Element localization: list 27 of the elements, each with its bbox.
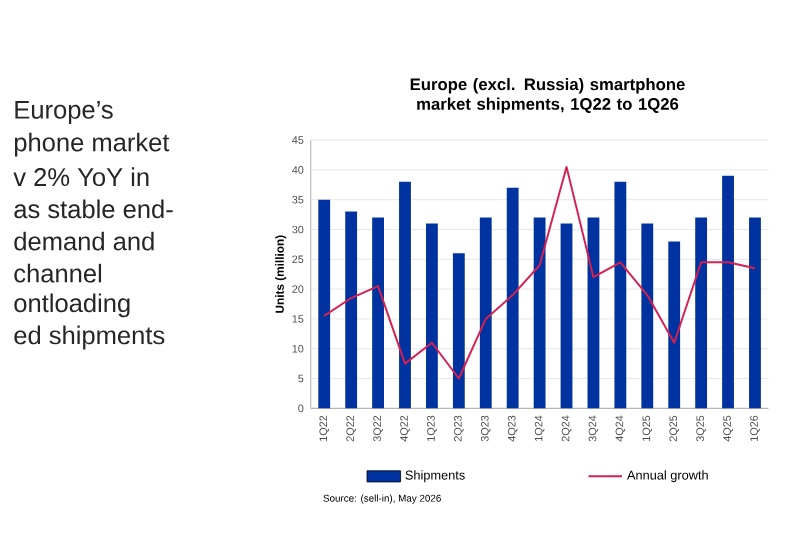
bar [318, 199, 331, 409]
text: ontloading [14, 293, 130, 318]
bar [399, 181, 411, 409]
bar [479, 217, 492, 409]
bar [587, 217, 600, 409]
text: phone market [14, 132, 170, 157]
bar [426, 223, 438, 409]
bar [560, 223, 573, 409]
bar [614, 181, 627, 409]
text: Europe’s [15, 100, 113, 124]
text: channel [14, 263, 102, 283]
bar [695, 217, 708, 409]
bar [749, 217, 761, 409]
text: as stable end- [14, 199, 173, 219]
bar [641, 223, 654, 409]
bar [345, 211, 358, 409]
bar [533, 217, 546, 409]
bar [372, 217, 384, 409]
text: ed shipments [14, 325, 165, 350]
bar [722, 175, 734, 409]
text: demand and [14, 231, 154, 251]
text: v 2% YoY in [13, 167, 149, 186]
bar [506, 187, 519, 409]
bar [452, 253, 465, 409]
line-series [323, 165, 756, 380]
bar [668, 241, 681, 409]
chart-title: Europe (excl. Russia) smartphone market shipments, 1Q22 to 1Q26 [410, 77, 685, 114]
